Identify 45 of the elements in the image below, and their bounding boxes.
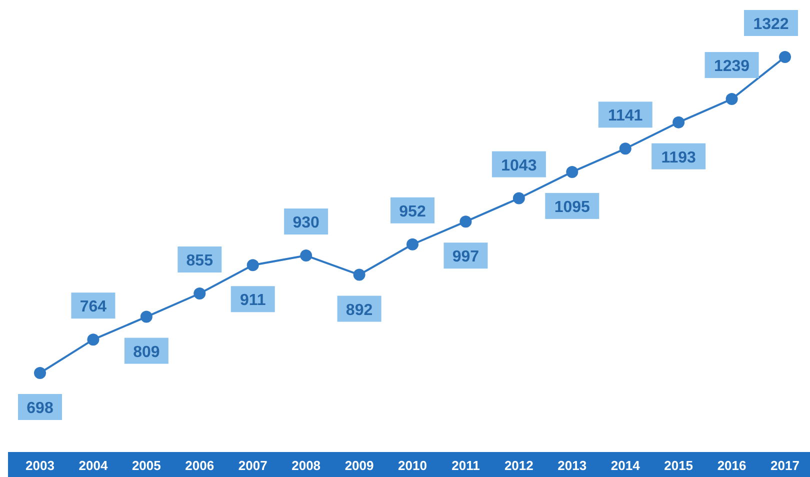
point [406,238,418,250]
x-tick-label: 2006 [185,458,214,473]
data-label: 1322 [753,16,789,33]
data-label: 698 [26,400,54,417]
point [779,51,791,63]
point [34,367,46,379]
point [300,250,312,262]
data-label: 764 [80,298,107,316]
x-tick-label: 2009 [344,458,374,473]
data-label: 930 [292,214,320,232]
point [619,142,632,155]
x-tick-label: 2011 [452,458,480,473]
point [246,259,259,272]
data-label: 911 [240,292,266,310]
data-label: 1239 [714,58,750,76]
x-tick-label: 2012 [504,458,534,473]
x-tick-label: 2010 [398,458,427,473]
data-label: 1043 [501,157,537,174]
point [194,287,206,300]
point [512,192,525,204]
x-tick-label: 2015 [664,458,694,473]
data-label: 1193 [661,149,696,166]
x-tick-label: 2008 [292,458,321,473]
x-tick-label: 2017 [770,458,800,473]
x-tick-label: 2016 [717,458,746,473]
data-label: 809 [133,344,160,361]
x-tick-label: 2005 [132,458,161,473]
point [726,93,738,106]
x-tick-label: 2013 [558,458,587,473]
data-label: 892 [346,302,373,319]
point [460,216,472,228]
x-tick-label: 2007 [238,458,268,473]
data-label: 1141 [608,108,643,125]
point [353,268,366,281]
point [672,116,685,128]
data-label: 997 [452,248,480,266]
point [87,334,100,346]
point [140,310,152,323]
x-tick-label: 2003 [26,458,54,473]
point [566,166,578,178]
x-tick-label: 2014 [610,458,641,473]
data-label: 952 [399,203,426,220]
data-label: 855 [186,252,214,270]
data-label: 1095 [554,198,590,216]
x-tick-label: 2004 [78,458,108,473]
